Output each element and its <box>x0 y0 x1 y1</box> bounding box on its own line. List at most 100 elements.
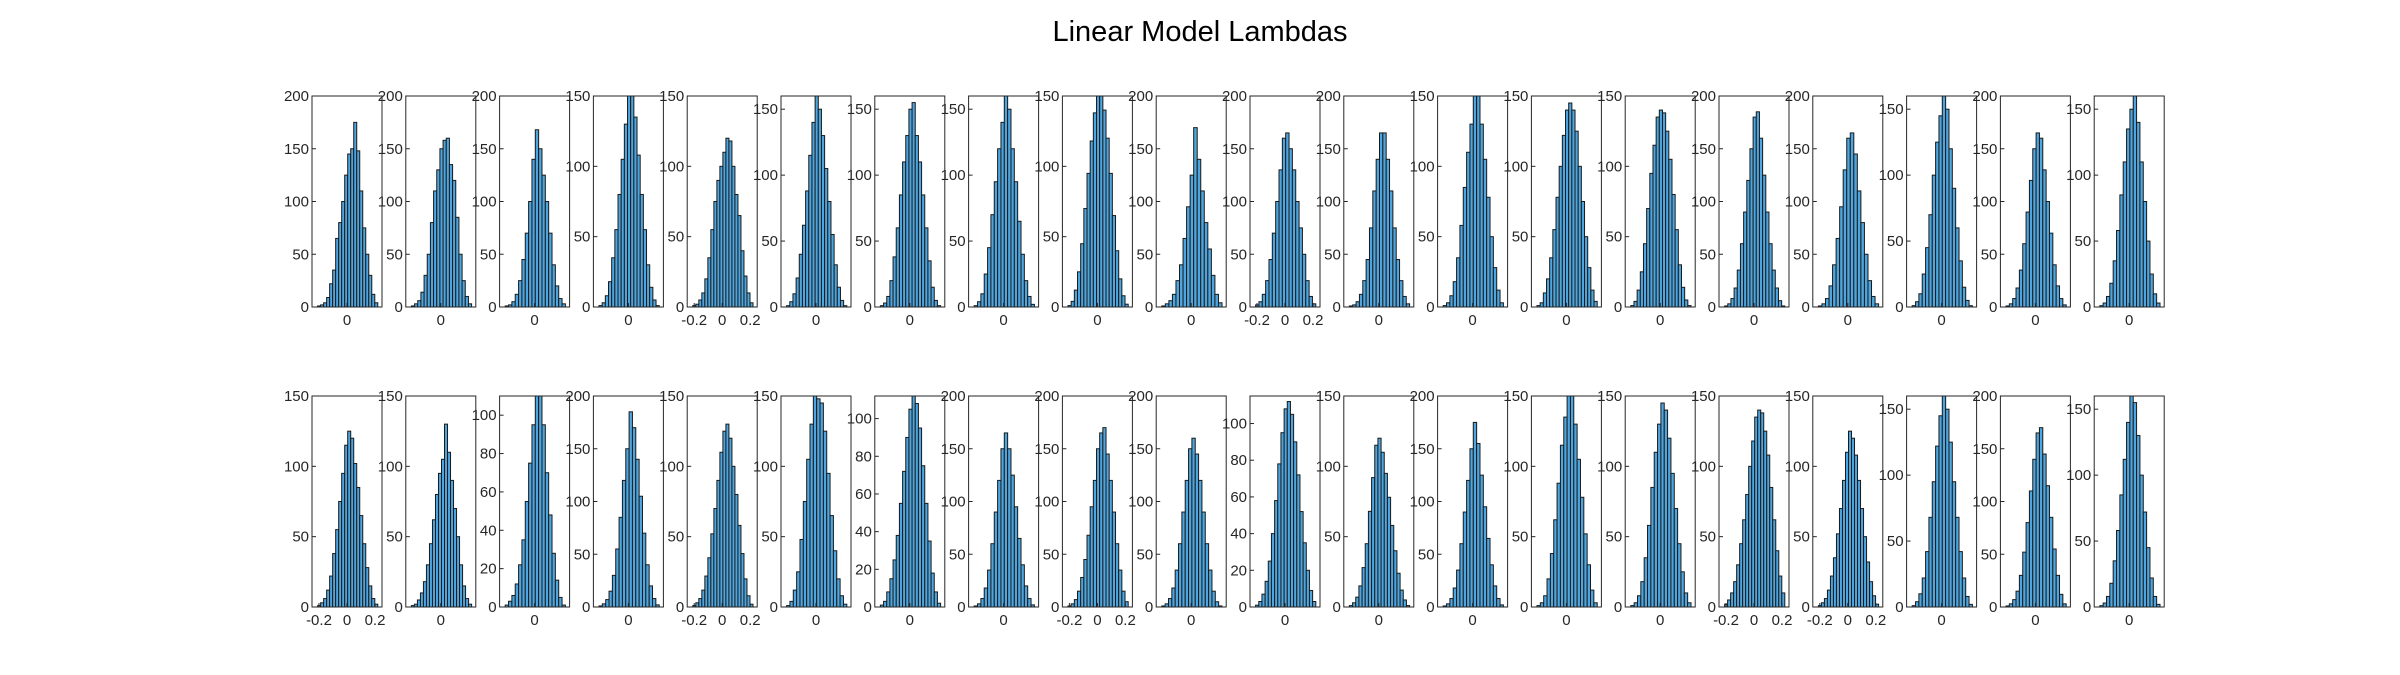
histogram-bar <box>1466 151 1471 308</box>
histogram-bar <box>1961 577 1967 608</box>
histogram-bar <box>1670 472 1675 608</box>
x-tick-label: -0.2 <box>1056 612 1082 629</box>
histogram-bar <box>1640 581 1645 608</box>
histogram-bar <box>1492 585 1498 608</box>
y-tick-label: 0 <box>676 599 684 616</box>
x-tick-label: -0.2 <box>1713 612 1739 629</box>
y-tick-label: 150 <box>1128 441 1153 458</box>
y-tick-label: 80 <box>1230 452 1247 469</box>
y-tick-label: 100 <box>565 494 590 511</box>
y-tick-label: 0 <box>957 299 965 316</box>
histogram-bar <box>638 495 643 608</box>
y-tick-label: 150 <box>1410 441 1435 458</box>
histogram-bar <box>1392 227 1397 308</box>
x-tick-label: 0 <box>437 612 445 629</box>
y-tick-label: 100 <box>378 194 403 211</box>
y-tick-label: 200 <box>1785 88 1810 105</box>
y-tick-label: 50 <box>1887 533 1904 550</box>
histogram-bar <box>839 595 844 608</box>
histogram-bar <box>2048 516 2054 608</box>
histogram-bar <box>2028 490 2034 608</box>
y-tick-label: 50 <box>855 233 872 250</box>
y-tick-label: 0 <box>770 599 778 616</box>
y-tick-label: 100 <box>1597 458 1622 475</box>
y-tick-label: 0 <box>1332 299 1340 316</box>
x-tick-label: 0 <box>343 612 351 629</box>
histogram-bar <box>1399 280 1404 308</box>
histogram-bar <box>2018 574 2024 608</box>
x-tick-label: 0 <box>1844 612 1852 629</box>
histogram-bar <box>2129 108 2134 308</box>
x-tick-label: 0 <box>906 312 914 329</box>
histogram-bar <box>2035 432 2040 608</box>
histogram-bar <box>832 550 838 608</box>
histogram-bar <box>1258 301 1263 308</box>
y-tick-label: 0 <box>1801 599 1809 616</box>
histogram-panel: 0 50 100 150 0 <box>378 388 477 629</box>
histogram-bar <box>1593 602 1598 608</box>
y-tick-label: 100 <box>1597 158 1622 175</box>
histogram-bar <box>1312 601 1317 608</box>
histogram-bar <box>1275 201 1280 308</box>
histogram-bar <box>2055 285 2061 308</box>
histogram-bar <box>2132 402 2138 608</box>
histogram-bar <box>2122 161 2128 308</box>
histogram-bar <box>1375 158 1381 308</box>
y-tick-label: 50 <box>1981 246 1998 263</box>
histogram-bar <box>1020 564 1025 608</box>
histogram-bar <box>2102 302 2107 308</box>
histogram-panel: 0 50 100 150 200 0 <box>1972 88 2071 329</box>
histogram-bar <box>1489 236 1494 308</box>
y-tick-label: 150 <box>659 388 684 405</box>
histogram-panel: 0 50 100 150 200 0 <box>1128 88 1227 329</box>
y-tick-label: 100 <box>1972 494 1997 511</box>
y-tick-label: 100 <box>1034 158 1059 175</box>
histogram-bar <box>1168 300 1173 308</box>
histogram-bar <box>819 402 824 608</box>
x-tick-label: 0 <box>530 312 538 329</box>
histogram-bar <box>2116 230 2121 308</box>
y-tick-label: 200 <box>472 88 497 105</box>
histogram-bar <box>796 571 801 608</box>
histogram-panel: 0 50 100 150 200 0 <box>1410 388 1509 629</box>
y-tick-label: 50 <box>292 529 309 546</box>
y-tick-label: 100 <box>1879 467 1904 484</box>
histogram-bar <box>621 479 627 608</box>
histogram-bar <box>1918 293 1923 308</box>
y-tick-label: 150 <box>941 441 966 458</box>
y-tick-label: 50 <box>1418 546 1435 563</box>
y-tick-label: 20 <box>480 561 497 578</box>
histogram-bar <box>1935 445 1940 608</box>
y-tick-label: 100 <box>1879 167 1904 184</box>
y-tick-label: 150 <box>1597 388 1622 405</box>
y-tick-label: 0 <box>1895 299 1903 316</box>
histogram-panel: 0 50 100 150 200 0 <box>565 388 664 629</box>
y-tick-label: 150 <box>1316 141 1341 158</box>
y-tick-label: 0 <box>301 299 309 316</box>
histogram-bar <box>641 532 647 608</box>
histogram-bar <box>1486 537 1491 608</box>
histogram-bar <box>2059 298 2064 308</box>
histogram-bar <box>1204 543 1210 608</box>
histogram-bar <box>618 516 623 608</box>
histogram-bar <box>1285 132 1290 308</box>
histogram-bar <box>554 285 560 308</box>
histogram-bar <box>374 302 379 308</box>
histogram-bar <box>1007 448 1012 608</box>
histogram-bar <box>990 543 995 608</box>
x-tick-label: -0.2 <box>681 612 707 629</box>
histogram-bar <box>2142 201 2148 308</box>
histogram-bar <box>1643 557 1649 608</box>
histogram-bar <box>1677 543 1682 608</box>
histogram-bar <box>2109 582 2114 608</box>
histogram-bar <box>1915 301 1920 308</box>
y-tick-label: 200 <box>1972 88 1997 105</box>
y-tick-label: 50 <box>1043 546 1060 563</box>
histogram-bar <box>1839 206 1844 308</box>
histogram-bar <box>2132 95 2138 308</box>
histogram-bar <box>1469 123 1474 308</box>
y-tick-label: 0 <box>1895 599 1903 616</box>
y-tick-label: 100 <box>284 194 309 211</box>
histogram-bar <box>1362 280 1367 308</box>
